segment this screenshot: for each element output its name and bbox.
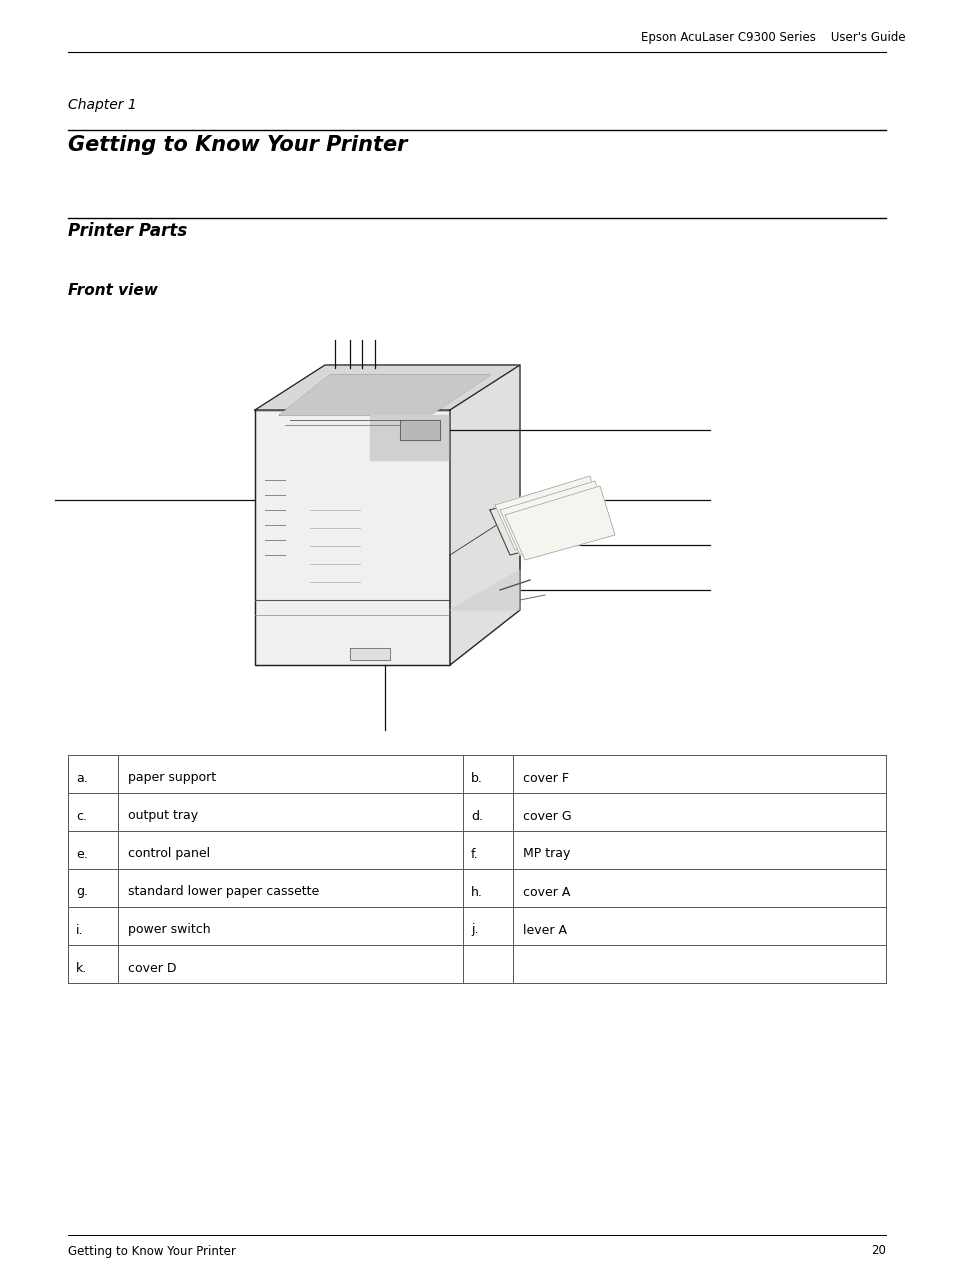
Text: i.: i.	[76, 924, 84, 936]
Text: cover D: cover D	[128, 962, 176, 975]
Text: Epson AcuLaser C9300 Series    User's Guide: Epson AcuLaser C9300 Series User's Guide	[640, 32, 905, 45]
Text: Getting to Know Your Printer: Getting to Know Your Printer	[68, 135, 407, 155]
Polygon shape	[254, 410, 450, 665]
Polygon shape	[495, 476, 604, 550]
Text: d.: d.	[471, 809, 482, 823]
Text: power switch: power switch	[128, 924, 211, 936]
Text: cover F: cover F	[522, 772, 568, 785]
Polygon shape	[399, 420, 439, 440]
Text: b.: b.	[471, 772, 482, 785]
Text: f.: f.	[471, 847, 478, 860]
Polygon shape	[370, 415, 448, 460]
Polygon shape	[450, 364, 519, 665]
Text: Chapter 1: Chapter 1	[68, 98, 136, 112]
Text: Printer Parts: Printer Parts	[68, 222, 187, 240]
Text: Getting to Know Your Printer: Getting to Know Your Printer	[68, 1245, 235, 1257]
Text: k.: k.	[76, 962, 87, 975]
Text: 20: 20	[870, 1245, 885, 1257]
Text: a.: a.	[76, 772, 88, 785]
Polygon shape	[499, 482, 609, 555]
Text: standard lower paper cassette: standard lower paper cassette	[128, 885, 319, 898]
Text: paper support: paper support	[128, 772, 216, 785]
Text: h.: h.	[471, 885, 482, 898]
Text: g.: g.	[76, 885, 88, 898]
Text: Front view: Front view	[68, 283, 157, 298]
Polygon shape	[490, 480, 609, 555]
Text: c.: c.	[76, 809, 87, 823]
Text: j.: j.	[471, 924, 478, 936]
Polygon shape	[350, 648, 390, 660]
Text: MP tray: MP tray	[522, 847, 570, 860]
Polygon shape	[504, 485, 615, 561]
Text: cover G: cover G	[522, 809, 571, 823]
Text: lever A: lever A	[522, 924, 566, 936]
Text: cover A: cover A	[522, 885, 570, 898]
Text: output tray: output tray	[128, 809, 198, 823]
Polygon shape	[280, 375, 490, 415]
Text: control panel: control panel	[128, 847, 210, 860]
Polygon shape	[254, 364, 519, 410]
Polygon shape	[450, 569, 519, 610]
Text: e.: e.	[76, 847, 88, 860]
